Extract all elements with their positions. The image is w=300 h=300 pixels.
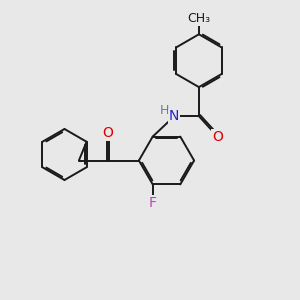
Text: O: O xyxy=(102,127,113,140)
Text: CH₃: CH₃ xyxy=(187,12,211,25)
Text: H: H xyxy=(160,104,169,117)
Text: N: N xyxy=(169,109,179,123)
Text: O: O xyxy=(212,130,223,144)
Text: F: F xyxy=(149,196,157,210)
